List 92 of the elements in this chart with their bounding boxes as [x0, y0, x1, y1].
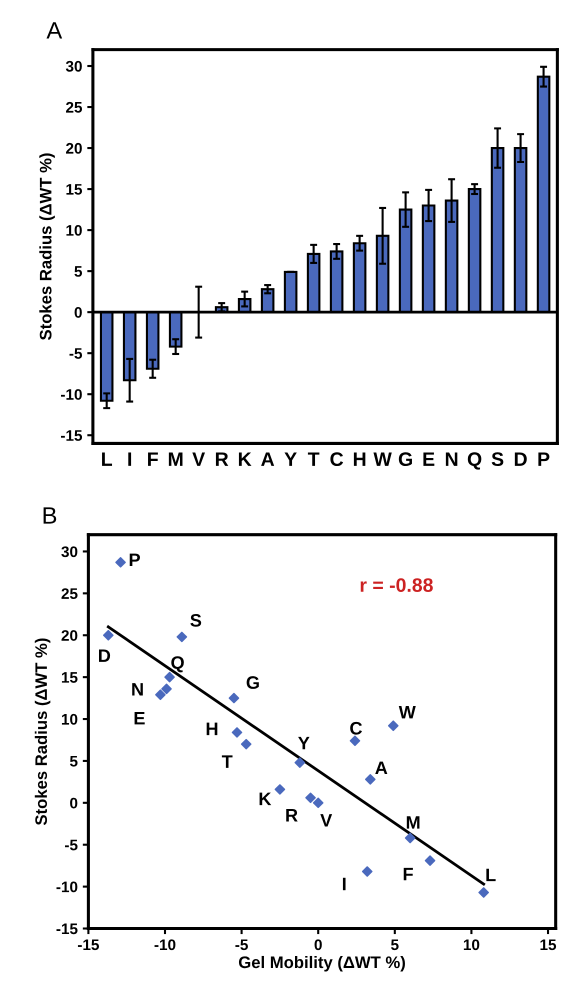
point — [362, 866, 373, 877]
x-tick-label: A — [261, 452, 274, 466]
y-tick-label: 5 — [74, 266, 82, 277]
point — [294, 757, 306, 768]
x-tick-label: R — [216, 452, 228, 466]
chart-title: B — [44, 507, 56, 524]
y-tick-label: 25 — [66, 102, 82, 113]
y-tick-label: 30 — [66, 60, 82, 72]
x-tick-label: -10 — [154, 939, 176, 950]
data-label: M — [406, 816, 420, 829]
y-tick-label: 5 — [70, 756, 78, 767]
x-tick-label: Y — [284, 452, 297, 466]
y-axis-title: Stokes Radius (ΔWT %) — [39, 153, 55, 340]
x-tick-label: G — [398, 452, 412, 466]
x-tick-label: 15 — [540, 939, 556, 950]
point — [274, 784, 286, 795]
x-axis-title: Gel Mobility (ΔWT %) — [238, 956, 405, 972]
y-tick-label: 30 — [61, 546, 78, 558]
data-label: N — [132, 683, 143, 696]
x-tick-label: E — [423, 452, 434, 466]
y-tick-label: 10 — [66, 224, 82, 236]
point — [164, 672, 175, 682]
data-label: Y — [298, 736, 310, 750]
point — [232, 727, 242, 738]
y-tick-label: 25 — [62, 588, 78, 600]
data-label: R — [286, 809, 298, 822]
x-tick-label: T — [308, 452, 320, 466]
point — [305, 792, 316, 804]
x-tick-label: L — [102, 452, 112, 466]
point — [228, 692, 240, 704]
y-tick-label: -10 — [60, 389, 82, 400]
y-tick-label: -10 — [56, 881, 78, 892]
x-tick-label: S — [492, 452, 504, 466]
y-tick-label: 0 — [74, 307, 82, 318]
chart-title: A — [46, 22, 62, 38]
x-tick-label: N — [446, 452, 458, 466]
data-label: G — [246, 676, 259, 689]
point — [424, 855, 436, 866]
data-label: C — [350, 722, 362, 735]
x-tick-label: 0 — [314, 939, 322, 950]
y-tick-label: 20 — [66, 142, 82, 154]
data-label: S — [190, 614, 202, 627]
x-tick-label: Q — [468, 452, 482, 470]
point — [350, 736, 360, 746]
data-label: E — [134, 712, 145, 724]
y-tick-label: -15 — [56, 924, 78, 934]
point — [404, 832, 416, 844]
y-tick-label: -5 — [69, 348, 82, 359]
point — [240, 738, 252, 750]
point — [364, 774, 376, 785]
y-tick-label: -15 — [60, 430, 82, 441]
data-label: W — [398, 706, 416, 718]
data-label: I — [342, 878, 346, 890]
x-tick-label: 5 — [391, 939, 399, 950]
data-label: H — [206, 722, 218, 736]
x-tick-label: H — [354, 452, 366, 466]
data-label: A — [375, 762, 388, 774]
x-tick-label: C — [330, 452, 344, 466]
point — [161, 684, 172, 694]
y-axis-title: Stokes Radius (ΔWT %) — [34, 638, 50, 826]
point — [388, 720, 399, 732]
data-label: K — [260, 792, 272, 806]
data-label: P — [130, 554, 140, 566]
x-tick-label: V — [192, 452, 206, 466]
point — [155, 689, 166, 700]
data-label: F — [404, 868, 413, 880]
x-tick-label: W — [373, 452, 392, 466]
x-tick-label: D — [514, 452, 527, 466]
y-tick-label: 10 — [62, 714, 78, 725]
point — [115, 557, 126, 568]
x-tick-label: M — [168, 452, 182, 466]
point — [478, 887, 489, 898]
y-tick-label: -5 — [64, 840, 78, 850]
y-tick-label: 15 — [62, 672, 78, 683]
x-tick-label: I — [128, 452, 132, 466]
data-label: V — [320, 814, 332, 826]
x-tick-label: 10 — [464, 939, 480, 950]
y-tick-label: 15 — [66, 184, 82, 195]
x-tick-label: P — [538, 452, 550, 466]
y-tick-label: 20 — [62, 630, 78, 641]
x-tick-label: -5 — [235, 939, 248, 950]
data-label: D — [98, 649, 110, 662]
y-tick-label: 0 — [70, 798, 78, 809]
data-label: L — [486, 868, 496, 882]
data-label: T — [222, 755, 233, 768]
point — [103, 630, 114, 641]
annotation: r = -0.88 — [360, 578, 433, 592]
data-label: Q — [171, 656, 184, 672]
x-tick-label: K — [238, 452, 252, 466]
x-tick-label: F — [148, 452, 158, 466]
point — [312, 798, 324, 808]
point — [176, 632, 188, 642]
